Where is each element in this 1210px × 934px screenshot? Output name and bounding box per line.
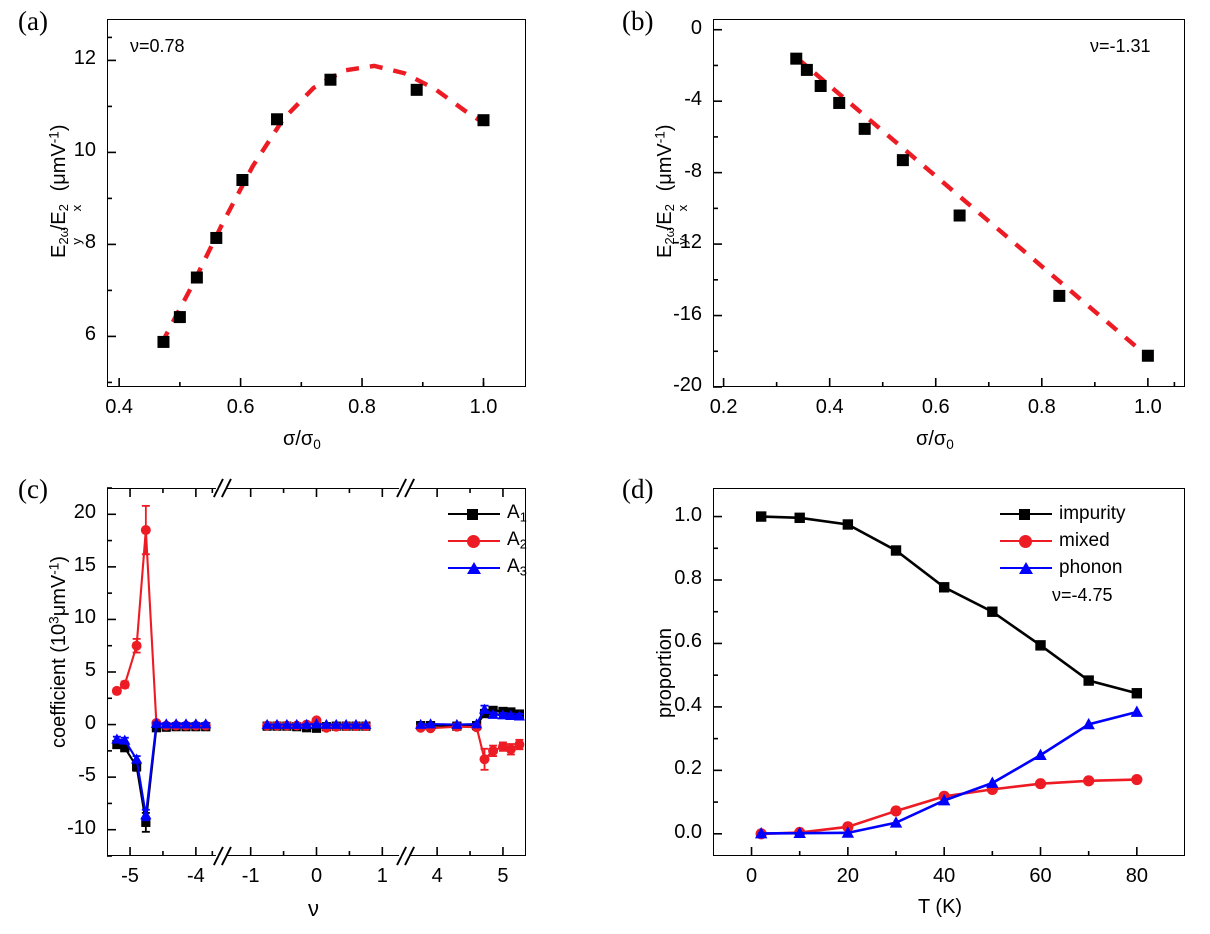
tick-label: -16 — [673, 302, 702, 325]
tick-label: 0.6 — [226, 396, 255, 418]
tick-label: -5 — [121, 865, 139, 887]
tick-label: 0.4 — [674, 693, 702, 716]
legend-key-phonon — [1000, 561, 1052, 575]
tick-label: 20 — [73, 501, 96, 524]
tick-label: 0.6 — [921, 396, 950, 418]
tick-label: 0.8 — [1027, 396, 1056, 418]
tick-label: 15 — [73, 553, 96, 576]
square-icon — [1019, 508, 1030, 520]
panel-a-xlabel: σ/σ0 — [283, 428, 321, 452]
legend-item-a2[interactable]: A2 — [448, 527, 527, 554]
panel-d-legend: impurity mixed phonon ν=-4.75 — [1000, 500, 1126, 605]
legend-label-mixed: mixed — [1059, 529, 1110, 551]
legend-item-a1[interactable]: A1 — [448, 500, 527, 527]
legend-label-impurity: impurity — [1059, 502, 1126, 524]
panel-b-tag: (b) — [622, 6, 654, 36]
panel-c-legend: A1 A2 A3 — [448, 500, 527, 581]
tick-label: 1 — [376, 865, 388, 887]
legend-key-a3 — [448, 561, 500, 575]
panel-a-plot-frame — [107, 19, 526, 387]
tick-label: -5 — [78, 764, 96, 787]
panel-a-annotation: ν=0.78 — [130, 36, 185, 56]
legend-key-a1 — [448, 507, 500, 521]
tick-label: 0.4 — [105, 396, 134, 418]
legend-key-a2 — [448, 534, 500, 548]
tick-label: 10 — [73, 139, 96, 162]
tick-label: 0.0 — [674, 820, 702, 843]
tick-label: 1.0 — [674, 503, 702, 526]
panel-d-annotation: ν=-4.75 — [1052, 585, 1113, 605]
legend-key-impurity — [1000, 507, 1052, 521]
tick-label: 8 — [84, 231, 96, 254]
legend-item-impurity[interactable]: impurity — [1000, 500, 1126, 527]
triangle-icon — [467, 561, 481, 574]
tick-label: -12 — [673, 231, 702, 254]
tick-label: 80 — [1125, 865, 1148, 887]
legend-item-phonon[interactable]: phonon — [1000, 554, 1126, 581]
tick-label: 0.6 — [674, 630, 702, 653]
legend-label-a2: A2 — [507, 529, 527, 552]
panel-d-plot-frame — [713, 488, 1185, 856]
tick-label: 0.2 — [674, 757, 702, 780]
square-icon — [467, 508, 478, 520]
tick-label: 0 — [84, 711, 96, 734]
legend-item-mixed[interactable]: mixed — [1000, 527, 1126, 554]
tick-label: 0 — [745, 865, 758, 887]
tick-label: 1.0 — [469, 396, 498, 418]
triangle-icon — [1019, 561, 1033, 574]
tick-label: -4 — [684, 88, 702, 111]
tick-label: 0.4 — [815, 396, 844, 418]
tick-label: 0.8 — [674, 567, 702, 589]
panel-c-xlabel: ν — [308, 896, 319, 921]
legend-label-phonon: phonon — [1059, 556, 1123, 578]
panel-d-xlabel: T (K) — [918, 896, 963, 918]
tick-label: -10 — [67, 816, 96, 839]
tick-label: 40 — [933, 865, 956, 887]
circle-icon — [1019, 534, 1032, 548]
tick-label: 12 — [73, 47, 96, 70]
panel-b-plot-frame — [713, 19, 1185, 387]
tick-label: 6 — [84, 323, 96, 346]
tick-label: 1.0 — [1133, 396, 1162, 418]
tick-label: 20 — [836, 865, 859, 887]
tick-label: 0.8 — [348, 396, 376, 418]
tick-label: -8 — [684, 159, 702, 182]
panel-c-tag: (c) — [18, 474, 48, 504]
legend-label-a1: A1 — [507, 502, 527, 525]
tick-label: 0.2 — [709, 396, 738, 418]
tick-label: -20 — [673, 374, 702, 396]
tick-label: -1 — [241, 865, 260, 887]
panel-a-tag: (a) — [18, 6, 48, 36]
circle-icon — [467, 534, 480, 548]
tick-label: 5 — [84, 659, 96, 681]
tick-label: 4 — [431, 865, 443, 887]
tick-label: 5 — [497, 865, 509, 887]
legend-key-mixed — [1000, 534, 1052, 548]
panel-b-xlabel: σ/σ0 — [916, 428, 954, 452]
legend-label-a3: A3 — [507, 556, 527, 579]
tick-label: 60 — [1029, 865, 1052, 887]
tick-label: 0 — [690, 16, 702, 39]
tick-label: 0 — [310, 865, 323, 887]
panel-b-annotation: ν=-1.31 — [1090, 36, 1151, 56]
tick-label: 10 — [73, 606, 96, 629]
legend-item-a3[interactable]: A3 — [448, 554, 527, 581]
tick-label: -4 — [186, 865, 205, 887]
panel-d-tag: (d) — [622, 474, 654, 504]
